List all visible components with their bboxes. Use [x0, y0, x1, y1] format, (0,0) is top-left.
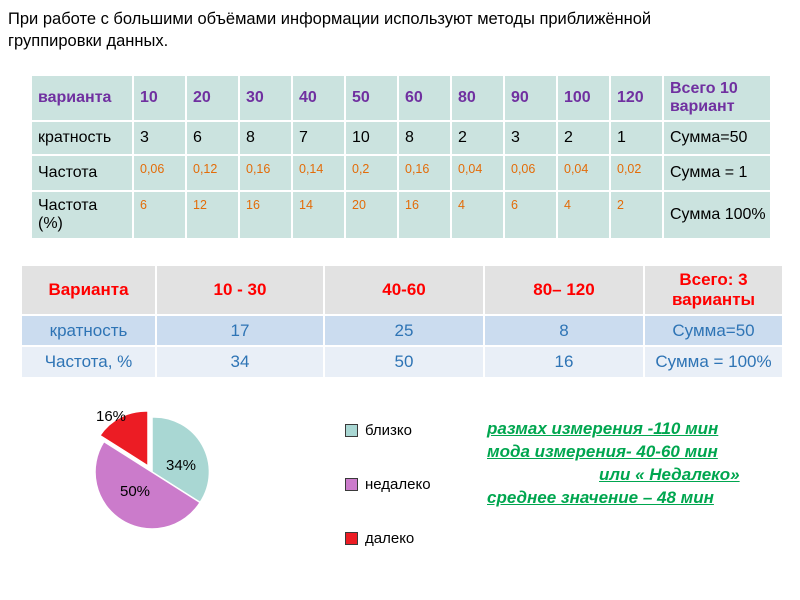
note-mode-word: или « Недалеко» — [599, 465, 740, 484]
cell: 4 — [556, 190, 611, 240]
cell: 0,12 — [185, 154, 240, 192]
header-cell: Всего 10 вариант — [662, 74, 772, 122]
pie-chart: 16% 34% 50% — [82, 400, 232, 548]
header-cell: 40-60 — [323, 264, 485, 316]
slide-title: При работе с большими объёмами информаци… — [8, 8, 790, 53]
slide-title-line1: При работе с большими объёмами информаци… — [8, 10, 652, 28]
header-cell: Всего: 3 варианты — [643, 264, 784, 316]
legend-item-nedaleko: недалеко — [345, 475, 431, 493]
cell: 25 — [323, 314, 485, 347]
header-cell: 50 — [344, 74, 399, 122]
cell: 0,2 — [344, 154, 399, 192]
cell: 10 — [344, 120, 399, 156]
row-label-cell: Частота (%) — [30, 190, 134, 240]
row-label-cell: кратность — [20, 314, 157, 347]
t1-header-row: варианта 10 20 30 40 50 60 80 90 100 120… — [30, 74, 772, 122]
cell: 16 — [397, 190, 452, 240]
cell: 4 — [450, 190, 505, 240]
header-cell: 80– 120 — [483, 264, 645, 316]
row-label-cell: кратность — [30, 120, 134, 156]
legend-swatch-nedaleko — [345, 477, 358, 491]
t2-frequency-percent-row: Частота, % 34 50 16 Сумма = 100% — [20, 345, 784, 379]
header-cell: 100 — [556, 74, 611, 122]
cell: 0,02 — [609, 154, 664, 192]
note-mode: мода измерения- 40-60 мин — [487, 442, 718, 461]
pie-label-nedaleko: 50% — [120, 483, 151, 500]
t1-multiplicity-row: кратность 3 6 8 7 10 8 2 3 2 1 Сумма=50 — [30, 120, 772, 156]
cell: 20 — [344, 190, 399, 240]
pie-slice-daleko — [99, 410, 149, 467]
row-label-cell: Частота — [30, 154, 134, 192]
cell: 1 — [609, 120, 664, 156]
total-cell: Сумма=50 — [643, 314, 784, 347]
pie-slice-nedaleko — [94, 440, 201, 530]
total-cell: Сумма=50 — [662, 120, 772, 156]
cell: 2 — [609, 190, 664, 240]
total-cell: Сумма 100% — [662, 190, 772, 240]
legend-item-daleko: далеко — [345, 529, 431, 547]
note-mean: среднее значение – 48 мин — [487, 488, 714, 507]
cell: 0,04 — [450, 154, 505, 192]
t2-multiplicity-row: кратность 17 25 8 Сумма=50 — [20, 314, 784, 347]
cell: 3 — [503, 120, 558, 156]
t1-frequency-row: Частота 0,06 0,12 0,16 0,14 0,2 0,16 0,0… — [30, 154, 772, 192]
cell: 0,06 — [132, 154, 187, 192]
note-range: размах измерения -110 мин — [487, 419, 719, 438]
cell: 12 — [185, 190, 240, 240]
pie-label-blizko: 34% — [166, 457, 197, 474]
slide-title-line2: группировки данных. — [8, 32, 169, 51]
t1-frequency-percent-row: Частота (%) 6 12 16 14 20 16 4 6 4 2 Сум… — [30, 190, 772, 240]
cell: 2 — [450, 120, 505, 156]
frequency-table: варианта 10 20 30 40 50 60 80 90 100 120… — [30, 74, 772, 240]
cell: 7 — [291, 120, 346, 156]
legend-label-nedaleko: недалеко — [365, 475, 431, 493]
legend-swatch-blizko — [345, 423, 358, 437]
legend-item-blizko: близко — [345, 421, 431, 439]
legend-label-daleko: далеко — [365, 529, 415, 547]
header-cell: 20 — [185, 74, 240, 122]
header-cell: 90 — [503, 74, 558, 122]
cell: 0,04 — [556, 154, 611, 192]
cell: 6 — [185, 120, 240, 156]
header-cell: варианта — [30, 74, 134, 122]
pie-label-daleko: 16% — [96, 408, 127, 425]
pie-slice-blizko — [151, 416, 211, 504]
t2-header-row: Варианта 10 - 30 40-60 80– 120 Всего: 3 … — [20, 264, 784, 316]
cell: 17 — [155, 314, 325, 347]
cell: 14 — [291, 190, 346, 240]
legend-label-blizko: близко — [365, 421, 412, 439]
analysis-notes: размах измерения -110 мин мода измерения… — [487, 417, 797, 509]
header-cell: 30 — [238, 74, 293, 122]
row-label-cell: Частота, % — [20, 345, 157, 379]
header-cell: Варианта — [20, 264, 157, 316]
cell: 6 — [132, 190, 187, 240]
cell: 34 — [155, 345, 325, 379]
cell: 50 — [323, 345, 485, 379]
cell: 0,14 — [291, 154, 346, 192]
header-cell: 40 — [291, 74, 346, 122]
header-cell: 60 — [397, 74, 452, 122]
cell: 16 — [238, 190, 293, 240]
chart-legend: близко недалеко далеко — [345, 422, 431, 584]
cell: 0,16 — [238, 154, 293, 192]
header-cell: 10 — [132, 74, 187, 122]
cell: 0,06 — [503, 154, 558, 192]
cell: 8 — [483, 314, 645, 347]
total-cell: Сумма = 1 — [662, 154, 772, 192]
header-cell: 120 — [609, 74, 664, 122]
cell: 3 — [132, 120, 187, 156]
grouped-table: Варианта 10 - 30 40-60 80– 120 Всего: 3 … — [20, 264, 784, 379]
cell: 8 — [397, 120, 452, 156]
cell: 6 — [503, 190, 558, 240]
header-cell: 10 - 30 — [155, 264, 325, 316]
cell: 2 — [556, 120, 611, 156]
legend-swatch-daleko — [345, 531, 358, 545]
cell: 8 — [238, 120, 293, 156]
pie-chart-svg — [94, 410, 211, 530]
total-cell: Сумма = 100% — [643, 345, 784, 379]
cell: 0,16 — [397, 154, 452, 192]
cell: 16 — [483, 345, 645, 379]
header-cell: 80 — [450, 74, 505, 122]
